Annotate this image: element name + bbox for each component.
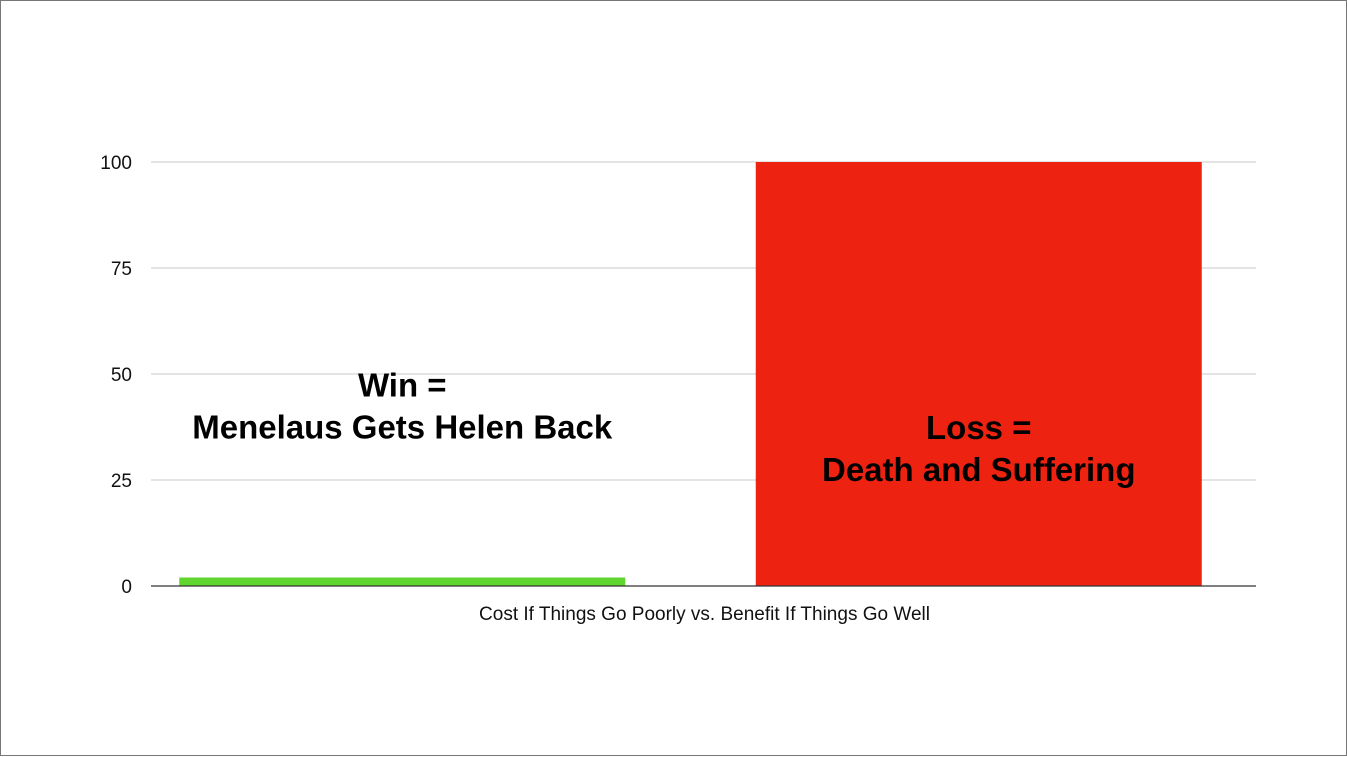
annotations: Win = Menelaus Gets Helen Back Loss = Death… — [192, 366, 1135, 487]
annotation-line: Menelaus Gets Helen Back — [192, 408, 613, 445]
y-tick-label: 0 — [121, 577, 132, 598]
bars — [179, 162, 1202, 586]
y-tick-label: 50 — [111, 365, 132, 386]
y-tick-label: 75 — [111, 259, 132, 280]
y-axis-tick-labels: 0 25 50 75 100 — [100, 153, 132, 598]
bar-loss — [755, 162, 1202, 586]
y-tick-label: 25 — [111, 471, 132, 492]
annotation-win: Win = Menelaus Gets Helen Back — [192, 366, 613, 445]
annotation-line: Loss = — [926, 409, 1031, 446]
y-tick-label: 100 — [100, 153, 132, 174]
annotation-line: Death and Suffering — [822, 451, 1136, 488]
annotation-line: Win = — [358, 366, 447, 403]
x-axis-label: Cost If Things Go Poorly vs. Benefit If … — [479, 604, 930, 625]
annotation-loss: Loss = Death and Suffering — [822, 409, 1136, 488]
bar-win — [179, 577, 626, 586]
